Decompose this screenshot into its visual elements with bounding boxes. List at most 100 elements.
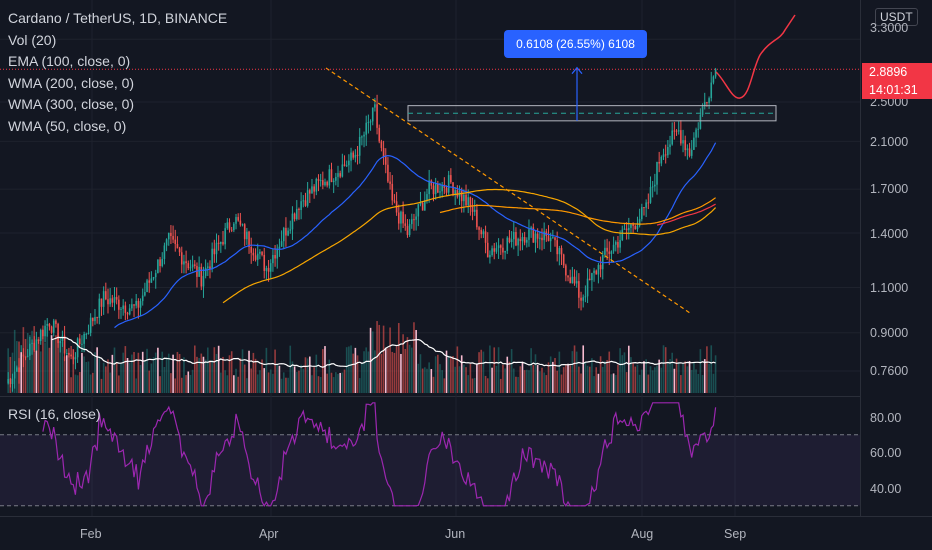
- indicator-wma200[interactable]: WMA (200, close, 0): [8, 74, 135, 91]
- indicator-wma50[interactable]: WMA (50, close, 0): [8, 117, 127, 134]
- symbol-title[interactable]: Cardano / TetherUS, 1D, BINANCE: [8, 10, 228, 26]
- volume-bar: [230, 351, 233, 393]
- volume-bar: [285, 377, 287, 393]
- volume-bar: [198, 358, 200, 393]
- candle-body: [313, 186, 315, 192]
- volume-bar: [298, 370, 300, 393]
- volume-bar: [621, 355, 624, 393]
- volume-bar: [484, 375, 487, 393]
- candle-body: [421, 202, 424, 211]
- volume-bar: [591, 358, 593, 393]
- volume-bar: [13, 329, 16, 393]
- candle-body: [452, 182, 454, 194]
- volume-bar: [256, 374, 259, 393]
- volume-bar: [9, 356, 12, 393]
- volume-bar: [358, 378, 361, 393]
- volume-bar: [105, 366, 107, 393]
- candle-body: [150, 278, 153, 283]
- candle-body: [532, 227, 535, 243]
- indicator-ema100[interactable]: EMA (100, close, 0): [8, 53, 131, 69]
- candle-body: [584, 296, 587, 298]
- candle-body: [170, 232, 172, 237]
- candle-body: [493, 248, 496, 252]
- candle-body: [343, 164, 346, 166]
- volume-bar: [708, 363, 710, 393]
- volume-bar: [408, 344, 411, 393]
- volume-bar: [677, 362, 680, 393]
- candle-body: [562, 254, 565, 266]
- volume-bar: [83, 356, 85, 393]
- volume-bar: [389, 327, 391, 393]
- volume-bar: [660, 367, 663, 393]
- volume-bar: [582, 345, 585, 393]
- candle-body: [113, 297, 116, 303]
- candle-body: [154, 273, 157, 278]
- candle-body: [582, 297, 585, 301]
- volume-bar: [115, 362, 118, 393]
- volume-bar: [363, 351, 365, 393]
- volume-bar: [50, 335, 53, 393]
- candle-body: [85, 333, 88, 335]
- countdown-tag: 14:01:31: [862, 81, 932, 99]
- volume-bar: [608, 351, 611, 393]
- candle-body: [591, 273, 593, 281]
- volume-bar: [7, 348, 9, 393]
- candle-body: [439, 191, 441, 193]
- volume-ma-line: [51, 336, 716, 368]
- candle-body: [432, 185, 435, 195]
- candle-body: [601, 254, 604, 270]
- candle-body: [152, 277, 155, 279]
- candle-body: [96, 317, 98, 319]
- candle-body: [202, 275, 205, 287]
- indicator-wma300[interactable]: WMA (300, close, 0): [8, 96, 135, 112]
- candle-body: [246, 231, 248, 240]
- volume-bar: [139, 365, 142, 393]
- candle-body: [248, 231, 250, 247]
- volume-bar: [413, 322, 415, 393]
- candle-body: [428, 180, 430, 195]
- volume-bar: [432, 376, 435, 393]
- volume-bars: [7, 321, 717, 393]
- candle-body: [204, 267, 207, 276]
- candle-body: [298, 208, 300, 211]
- volume-bar: [499, 378, 502, 393]
- candle-body: [673, 130, 676, 132]
- price-tick-label: 2.1000: [870, 135, 909, 149]
- volume-bar: [295, 371, 298, 393]
- candle-body: [16, 367, 18, 372]
- ema100-line: [222, 188, 717, 304]
- volume-bar: [562, 367, 565, 393]
- currency-badge[interactable]: USDT: [875, 8, 918, 26]
- volume-bar: [426, 368, 428, 393]
- candle-body: [146, 280, 148, 293]
- candle-body: [81, 343, 83, 345]
- candle-body: [482, 231, 485, 235]
- volume-bar: [217, 345, 220, 393]
- volume-bar: [554, 358, 556, 393]
- volume-bar: [445, 350, 448, 393]
- candle-body: [662, 154, 665, 158]
- volume-bar: [465, 367, 467, 393]
- volume-bar: [339, 372, 341, 393]
- candle-body: [413, 219, 415, 221]
- volume-bar: [706, 346, 708, 393]
- volume-bar: [226, 375, 229, 393]
- candle-body: [183, 261, 185, 265]
- candle-body: [608, 251, 611, 254]
- volume-bar: [72, 349, 75, 393]
- candle-body: [578, 281, 580, 298]
- volume-bar: [580, 373, 582, 393]
- candle-body: [70, 354, 72, 357]
- candle-body: [215, 242, 218, 255]
- rsi-label[interactable]: RSI (16, close): [8, 406, 101, 422]
- candle-body: [228, 222, 231, 230]
- candle-body: [278, 246, 281, 249]
- volume-bar: [400, 353, 402, 393]
- candle-body: [664, 154, 667, 156]
- candle-body: [198, 266, 200, 277]
- volume-bar: [480, 349, 483, 393]
- volume-bar: [120, 363, 122, 393]
- candle-body: [55, 320, 57, 324]
- volume-bar: [133, 352, 135, 393]
- indicator-vol[interactable]: Vol (20): [8, 31, 57, 48]
